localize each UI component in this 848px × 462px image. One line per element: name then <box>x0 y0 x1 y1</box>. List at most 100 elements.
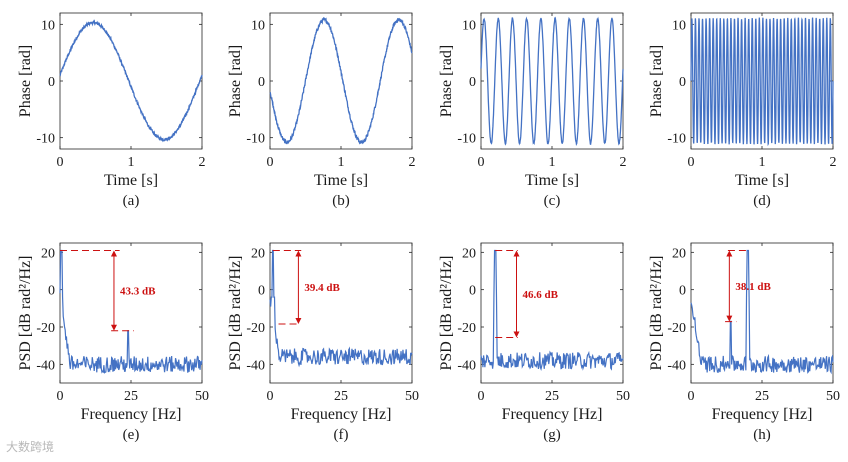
x-tick-label: 50 <box>405 389 419 404</box>
x-tick-label: 1 <box>549 155 556 170</box>
y-axis-label: Phase [rad] <box>227 45 244 117</box>
axes-box-7 <box>690 242 834 384</box>
annotation-arrow-head-up <box>726 250 733 257</box>
x-tick-label: 0 <box>478 155 485 170</box>
x-tick-label: 0 <box>267 389 274 404</box>
data-series-line <box>480 16 624 147</box>
y-tick-label: 0 <box>679 75 686 90</box>
annotation-arrow-head-down <box>110 324 117 331</box>
y-tick-label: 20 <box>251 246 265 261</box>
y-tick-label: 0 <box>469 75 476 90</box>
x-axis-label: Frequency [Hz] <box>291 406 392 423</box>
x-tick-label: 0 <box>267 155 274 170</box>
y-tick-label: 10 <box>672 18 686 33</box>
y-tick-label: -40 <box>246 358 265 373</box>
data-series-line <box>480 249 624 371</box>
data-series-line <box>690 17 834 147</box>
annotation-arrow-head-up <box>110 250 117 257</box>
y-tick-label: 0 <box>258 284 265 299</box>
data-series-line <box>690 249 834 375</box>
data-series-line <box>59 19 203 143</box>
y-axis-label: Phase [rad] <box>17 45 34 117</box>
x-axis-label: Time [s] <box>104 172 158 189</box>
y-axis-label: Phase [rad] <box>648 45 665 117</box>
y-tick-label: -40 <box>667 358 686 373</box>
x-axis-label: Frequency [Hz] <box>81 406 182 423</box>
y-tick-label: 10 <box>462 18 476 33</box>
y-tick-label: -10 <box>36 132 55 147</box>
y-tick-label: -20 <box>246 321 265 336</box>
x-tick-label: 50 <box>826 389 840 404</box>
annotation-arrow-head-down <box>295 318 302 325</box>
x-tick-label: 25 <box>124 389 138 404</box>
x-tick-label: 0 <box>688 155 695 170</box>
x-tick-label: 0 <box>478 389 485 404</box>
y-tick-label: 0 <box>258 75 265 90</box>
annotation-label: 39.4 dB <box>304 282 340 294</box>
x-axis-label: Time [s] <box>314 172 368 189</box>
y-axis-label: PSD [dB rad²/Hz] <box>438 255 455 370</box>
panel-caption: (e) <box>123 427 140 443</box>
y-tick-label: -10 <box>457 132 476 147</box>
y-tick-label: 0 <box>679 284 686 299</box>
y-tick-label: 10 <box>251 18 265 33</box>
y-tick-label: 0 <box>48 284 55 299</box>
x-tick-label: 25 <box>334 389 348 404</box>
annotation-arrow-head-down <box>726 315 733 322</box>
x-tick-label: 2 <box>830 155 837 170</box>
y-tick-label: -20 <box>36 321 55 336</box>
x-axis-label: Time [s] <box>525 172 579 189</box>
y-tick-label: -10 <box>246 132 265 147</box>
annotation-arrow-head-up <box>295 250 302 257</box>
y-tick-label: -20 <box>667 321 686 336</box>
x-axis-label: Frequency [Hz] <box>502 406 603 423</box>
x-tick-label: 0 <box>688 389 695 404</box>
x-tick-label: 2 <box>409 155 416 170</box>
y-tick-label: 10 <box>41 18 55 33</box>
x-tick-label: 1 <box>128 155 135 170</box>
panel-caption: (h) <box>753 427 771 443</box>
y-tick-label: 20 <box>41 246 55 261</box>
y-tick-label: -20 <box>457 321 476 336</box>
x-tick-label: 0 <box>57 155 64 170</box>
panel-caption: (f) <box>334 427 349 443</box>
x-tick-label: 50 <box>195 389 209 404</box>
data-series-line <box>269 16 413 145</box>
x-axis-label: Time [s] <box>735 172 789 189</box>
data-series-line <box>59 249 203 374</box>
y-axis-label: PSD [dB rad²/Hz] <box>17 255 34 370</box>
x-tick-label: 50 <box>616 389 630 404</box>
x-tick-label: 25 <box>545 389 559 404</box>
y-tick-label: 0 <box>48 75 55 90</box>
y-tick-label: -10 <box>667 132 686 147</box>
panel-caption: (d) <box>753 193 771 209</box>
panel-caption: (c) <box>544 193 561 209</box>
y-axis-label: Phase [rad] <box>438 45 455 117</box>
panel-caption: (b) <box>332 193 350 209</box>
annotation-arrow-head-down <box>513 331 520 338</box>
y-tick-label: 0 <box>469 284 476 299</box>
y-tick-label: -40 <box>457 358 476 373</box>
panel-caption: (a) <box>123 193 140 209</box>
x-tick-label: 2 <box>620 155 627 170</box>
panel-caption: (g) <box>543 427 561 443</box>
y-axis-label: PSD [dB rad²/Hz] <box>648 255 665 370</box>
annotation-label: 46.6 dB <box>523 289 559 301</box>
y-tick-label: -40 <box>36 358 55 373</box>
y-tick-label: 20 <box>672 246 686 261</box>
x-tick-label: 0 <box>57 389 64 404</box>
x-tick-label: 1 <box>338 155 345 170</box>
annotation-label: 38.1 dB <box>735 281 771 293</box>
y-axis-label: PSD [dB rad²/Hz] <box>227 255 244 370</box>
y-tick-label: 20 <box>462 246 476 261</box>
axes-box-0 <box>59 12 203 150</box>
x-axis-label: Frequency [Hz] <box>712 406 813 423</box>
x-tick-label: 25 <box>755 389 769 404</box>
data-series-line <box>269 249 413 368</box>
annotation-arrow-head-up <box>513 250 520 257</box>
x-tick-label: 1 <box>759 155 766 170</box>
x-tick-label: 2 <box>199 155 206 170</box>
watermark-text: 大数跨境 <box>6 440 55 454</box>
annotation-label: 43.3 dB <box>120 286 156 298</box>
